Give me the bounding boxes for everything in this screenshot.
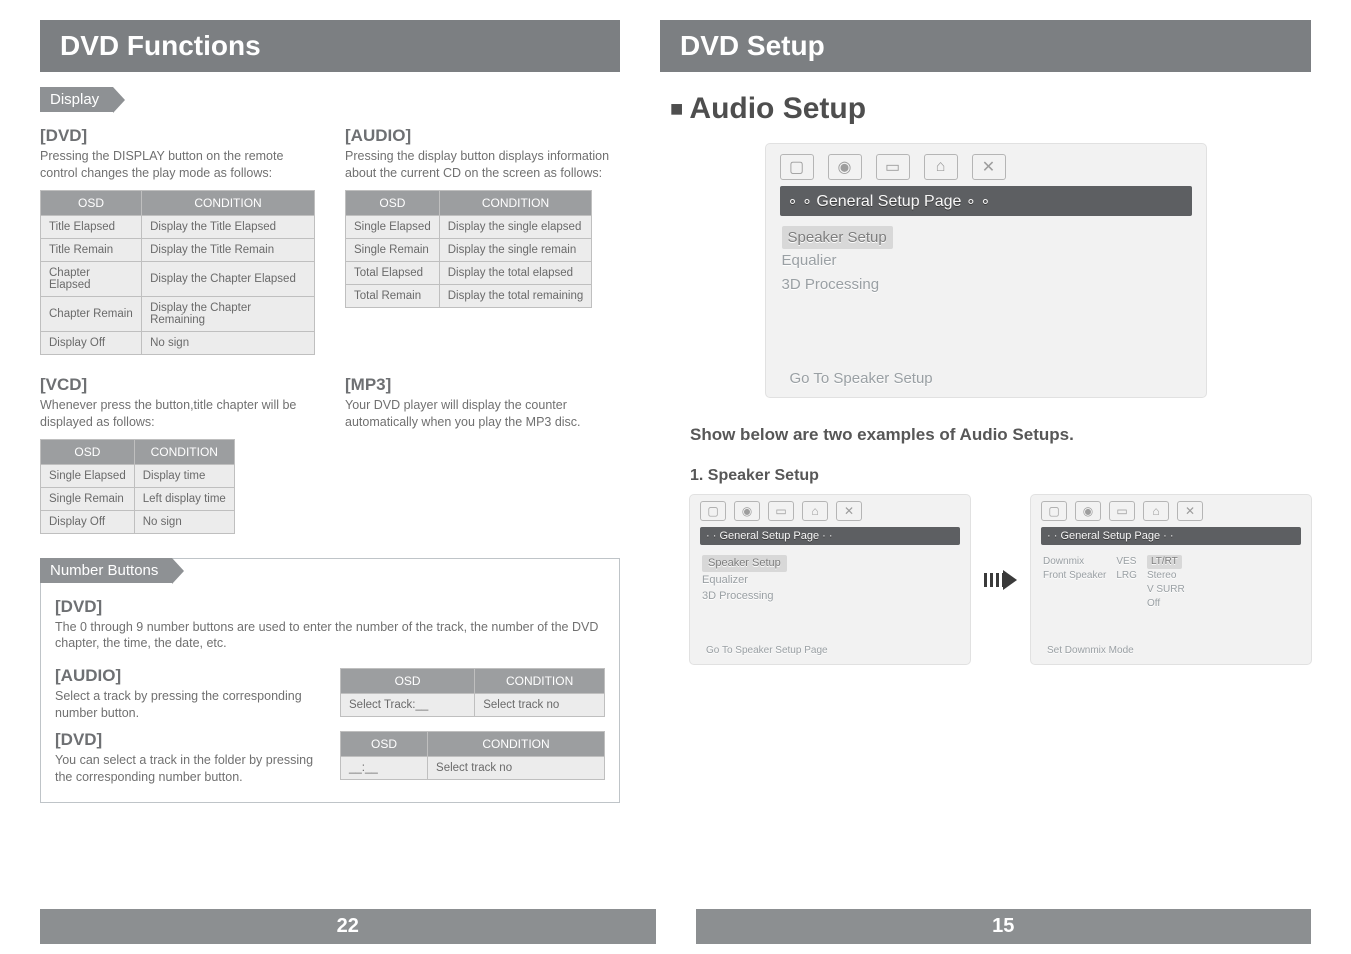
tab-row: ▢ ◉ ▭ ⌂ ✕ bbox=[780, 154, 1192, 180]
menu-item-highlight: Speaker Setup bbox=[702, 555, 787, 572]
lang-icon: ▢ bbox=[1041, 501, 1067, 521]
right-header: DVD Setup bbox=[660, 20, 1311, 72]
menu-item: Equalizer bbox=[702, 574, 748, 586]
number-buttons-box: Number Buttons [DVD] The 0 through 9 num… bbox=[40, 558, 620, 804]
audio-setup-title: Audio Setup bbox=[670, 92, 1311, 126]
menu-item: V SURR bbox=[1147, 584, 1185, 595]
menu-item: Downmix bbox=[1043, 556, 1084, 567]
table-row: Select Track:__Select track no bbox=[341, 694, 605, 717]
audio-col: [AUDIO] Pressing the display button disp… bbox=[345, 120, 620, 369]
table-row: Title ElapsedDisplay the Title Elapsed bbox=[41, 215, 315, 238]
nb-table-1: OSDCONDITION Select Track:__Select track… bbox=[340, 668, 605, 717]
audio-subhead: [AUDIO] bbox=[345, 126, 620, 146]
nb-audio-text: Select a track by pressing the correspon… bbox=[55, 688, 320, 722]
page-numbers: 22 15 bbox=[0, 909, 1351, 944]
main-menu-body: Speaker Setup Equalier 3D Processing bbox=[780, 222, 1192, 362]
close-icon: ✕ bbox=[836, 501, 862, 521]
menu-item: VES bbox=[1116, 556, 1136, 567]
table-row: Display OffNo sign bbox=[41, 510, 235, 533]
menu-item-highlight: LT/RT bbox=[1147, 555, 1182, 569]
dvd-th-cond: CONDITION bbox=[142, 190, 315, 215]
mp3-col: [MP3] Your DVD player will display the c… bbox=[345, 369, 620, 548]
vcd-text: Whenever press the button,title chapter … bbox=[40, 397, 315, 431]
menu-item: LRG bbox=[1116, 570, 1137, 581]
table-row: Single ElapsedDisplay time bbox=[41, 464, 235, 487]
table-row: Display OffNo sign bbox=[41, 331, 315, 354]
table-row: Single RemainLeft display time bbox=[41, 487, 235, 510]
lock-icon: ⌂ bbox=[924, 154, 958, 180]
nb-dvd2-subhead: [DVD] bbox=[55, 730, 320, 750]
dvd-text: Pressing the DISPLAY button on the remot… bbox=[40, 148, 315, 182]
table-row: __:__Select track no bbox=[341, 757, 605, 780]
nb-audio-subhead: [AUDIO] bbox=[55, 666, 320, 686]
table-row: Single ElapsedDisplay the single elapsed bbox=[346, 215, 592, 238]
example-1-window: ▢ ◉ ▭ ⌂ ✕ · · General Setup Page · · Spe… bbox=[690, 495, 970, 664]
menu-item-highlight: Speaker Setup bbox=[782, 226, 893, 249]
ex2-footer: Set Downmix Mode bbox=[1041, 641, 1301, 660]
example-2-window: ▢ ◉ ▭ ⌂ ✕ · · General Setup Page · · Dow… bbox=[1031, 495, 1311, 664]
mp3-text: Your DVD player will display the counter… bbox=[345, 397, 620, 431]
nb-dvd-subhead: [DVD] bbox=[55, 597, 605, 617]
vcd-col: [VCD] Whenever press the button,title ch… bbox=[40, 369, 315, 548]
lock-icon: ⌂ bbox=[802, 501, 828, 521]
mp3-subhead: [MP3] bbox=[345, 375, 620, 395]
right-page: DVD Setup Audio Setup ▢ ◉ ▭ ⌂ ✕ ∘ ∘ Gene… bbox=[660, 20, 1311, 803]
dolby-icon: ▭ bbox=[1109, 501, 1135, 521]
close-icon: ✕ bbox=[972, 154, 1006, 180]
nb-dvd2-text: You can select a track in the folder by … bbox=[55, 752, 320, 786]
lang-icon: ▢ bbox=[700, 501, 726, 521]
page-number-right: 15 bbox=[696, 909, 1312, 944]
main-banner: ∘ ∘ General Setup Page ∘ ∘ bbox=[780, 186, 1192, 216]
left-page: DVD Functions Display [DVD] Pressing the… bbox=[40, 20, 620, 803]
display-section-tag: Display bbox=[40, 87, 113, 112]
ex1-footer: Go To Speaker Setup Page bbox=[700, 641, 960, 660]
speaker-icon: ◉ bbox=[828, 154, 862, 180]
table-row: Total ElapsedDisplay the total elapsed bbox=[346, 261, 592, 284]
menu-item: 3D Processing bbox=[702, 590, 774, 602]
table-row: Title RemainDisplay the Title Remain bbox=[41, 238, 315, 261]
left-header: DVD Functions bbox=[40, 20, 620, 72]
dolby-icon: ▭ bbox=[768, 501, 794, 521]
dvd-col: [DVD] Pressing the DISPLAY button on the… bbox=[40, 120, 315, 369]
table-row: Chapter RemainDisplay the Chapter Remain… bbox=[41, 296, 315, 331]
menu-item: Front Speaker bbox=[1043, 570, 1106, 581]
dvd-table: OSDCONDITION Title ElapsedDisplay the Ti… bbox=[40, 190, 315, 355]
example-1-label: 1. Speaker Setup bbox=[690, 467, 1311, 485]
page-number-left: 22 bbox=[40, 909, 656, 944]
ex1-banner: · · General Setup Page · · bbox=[700, 527, 960, 545]
audio-table: OSDCONDITION Single ElapsedDisplay the s… bbox=[345, 190, 592, 308]
menu-item: Off bbox=[1147, 598, 1160, 609]
main-osd-window: ▢ ◉ ▭ ⌂ ✕ ∘ ∘ General Setup Page ∘ ∘ Spe… bbox=[766, 144, 1206, 397]
close-icon: ✕ bbox=[1177, 501, 1203, 521]
menu-item: Equalier bbox=[782, 252, 837, 269]
examples-caption: Show below are two examples of Audio Set… bbox=[690, 425, 1311, 445]
ex2-banner: · · General Setup Page · · bbox=[1041, 527, 1301, 545]
vcd-subhead: [VCD] bbox=[40, 375, 315, 395]
speaker-icon: ◉ bbox=[734, 501, 760, 521]
number-buttons-tag: Number Buttons bbox=[40, 558, 172, 583]
main-footer: Go To Speaker Setup bbox=[780, 362, 1192, 393]
speaker-icon: ◉ bbox=[1075, 501, 1101, 521]
menu-item: 3D Processing bbox=[782, 276, 880, 293]
vcd-table: OSDCONDITION Single ElapsedDisplay time … bbox=[40, 439, 235, 534]
dolby-icon: ▭ bbox=[876, 154, 910, 180]
nb-table-2: OSDCONDITION __:__Select track no bbox=[340, 731, 605, 780]
example-row: ▢ ◉ ▭ ⌂ ✕ · · General Setup Page · · Spe… bbox=[690, 495, 1311, 664]
dvd-subhead: [DVD] bbox=[40, 126, 315, 146]
dvd-th-osd: OSD bbox=[41, 190, 142, 215]
menu-item: Stereo bbox=[1147, 570, 1176, 581]
lock-icon: ⌂ bbox=[1143, 501, 1169, 521]
nb-dvd-text: The 0 through 9 number buttons are used … bbox=[55, 619, 605, 653]
audio-text: Pressing the display button displays inf… bbox=[345, 148, 620, 182]
arrow-icon bbox=[984, 570, 1017, 590]
table-row: Total RemainDisplay the total remaining bbox=[346, 284, 592, 307]
table-row: Single RemainDisplay the single remain bbox=[346, 238, 592, 261]
table-row: Chapter ElapsedDisplay the Chapter Elaps… bbox=[41, 261, 315, 296]
lang-icon: ▢ bbox=[780, 154, 814, 180]
